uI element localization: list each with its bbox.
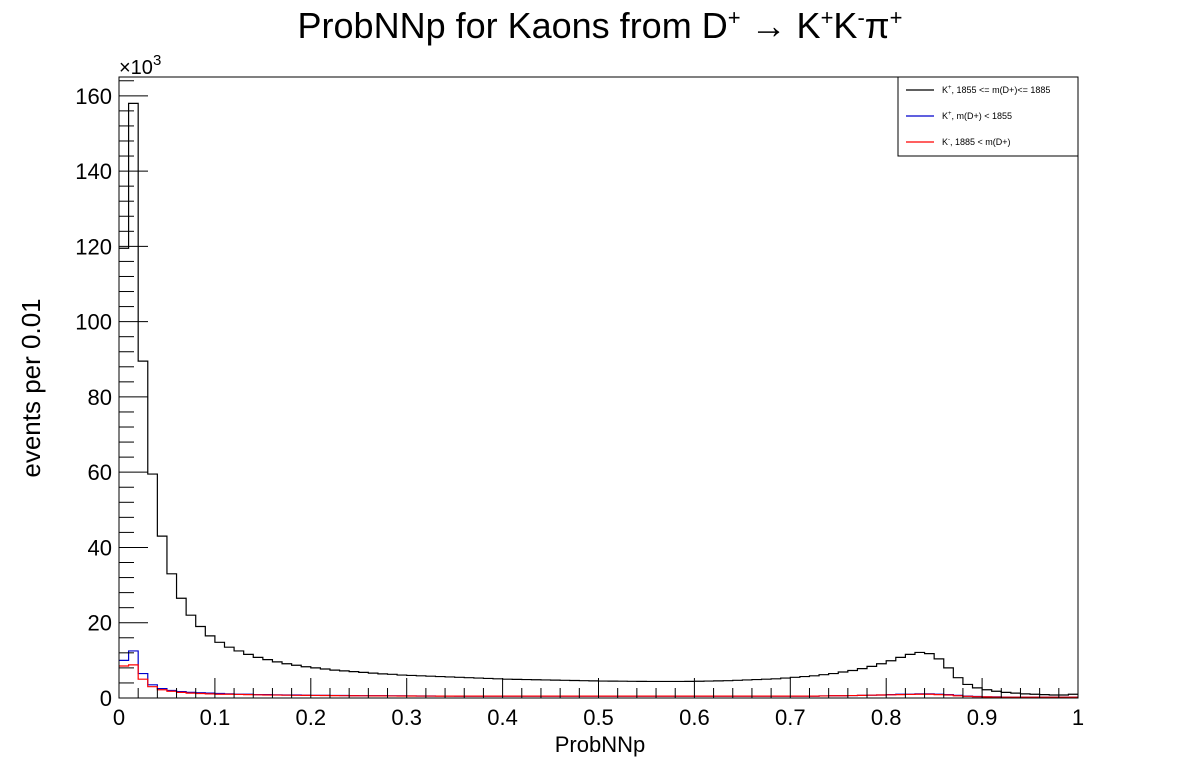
legend-label: K+, m(D+) < 1855 — [942, 111, 1012, 121]
x-tick-label: 0.5 — [583, 705, 614, 730]
y-tick-label: 60 — [88, 460, 112, 485]
legend-label-post: , 1855 <= m(D+)<= 1885 — [952, 85, 1051, 95]
y-axis-label: events per 0.01 — [16, 298, 46, 477]
title-part: π — [865, 5, 890, 46]
title-part: + — [890, 5, 903, 30]
legend-label-post: , m(D+) < 1855 — [952, 111, 1013, 121]
y-tick-label: 0 — [100, 686, 112, 711]
multiplier-base: ×10 — [119, 57, 153, 79]
y-axis: 0 20 40 60 80 100 120 140 160 — [75, 80, 148, 711]
legend-label-sup: - — [948, 137, 950, 143]
legend-label-pre: K — [942, 137, 948, 147]
title-part: → K — [741, 5, 821, 46]
y-tick-label: 120 — [75, 234, 112, 259]
title-part: K — [833, 5, 857, 46]
x-tick-label: 0.7 — [775, 705, 806, 730]
x-tick-label: 1 — [1072, 705, 1084, 730]
legend-label-sup: + — [948, 111, 952, 117]
y-tick-label: 140 — [75, 159, 112, 184]
y-tick-label: 40 — [88, 535, 112, 560]
x-tick-label: 0.6 — [679, 705, 710, 730]
x-tick-label: 0.1 — [200, 705, 231, 730]
x-axis-label: ProbNNp — [555, 732, 645, 757]
legend-label: K+, 1855 <= m(D+)<= 1885 — [942, 85, 1050, 95]
legend-label-sup: + — [948, 85, 952, 91]
legend-label-pre: K — [942, 85, 948, 95]
title-part: - — [857, 5, 864, 30]
series-line-2 — [119, 664, 1078, 698]
x-axis: 0 0.1 0.2 0.3 0.4 0.5 0.6 0.7 0.8 0.9 1 — [113, 678, 1084, 730]
legend-label-post: , 1885 < m(D+) — [950, 137, 1011, 147]
title-part: ProbNNp for Kaons from D — [298, 5, 728, 46]
x-tick-label: 0.9 — [967, 705, 998, 730]
y-tick-label: 80 — [88, 385, 112, 410]
title-part: + — [821, 5, 834, 30]
x-tick-label: 0.4 — [487, 705, 518, 730]
y-axis-multiplier: ×103 — [119, 52, 161, 79]
x-tick-label: 0.2 — [296, 705, 327, 730]
chart-title: ProbNNp for Kaons from D+ → K+K-π+ — [298, 5, 903, 46]
x-tick-label: 0.3 — [391, 705, 422, 730]
histogram-series — [119, 102, 1078, 698]
title-part: + — [728, 5, 741, 30]
x-tick-label: 0.8 — [871, 705, 902, 730]
multiplier-exponent: 3 — [153, 52, 161, 69]
x-tick-label: 0 — [113, 705, 125, 730]
y-tick-label: 100 — [75, 310, 112, 335]
plot-frame — [118, 76, 1079, 699]
y-tick-label: 20 — [88, 611, 112, 636]
y-tick-label: 160 — [75, 84, 112, 109]
series-line-0 — [119, 102, 1078, 696]
legend-label: K-, 1885 < m(D+) — [942, 137, 1011, 147]
legend-label-pre: K — [942, 111, 948, 121]
